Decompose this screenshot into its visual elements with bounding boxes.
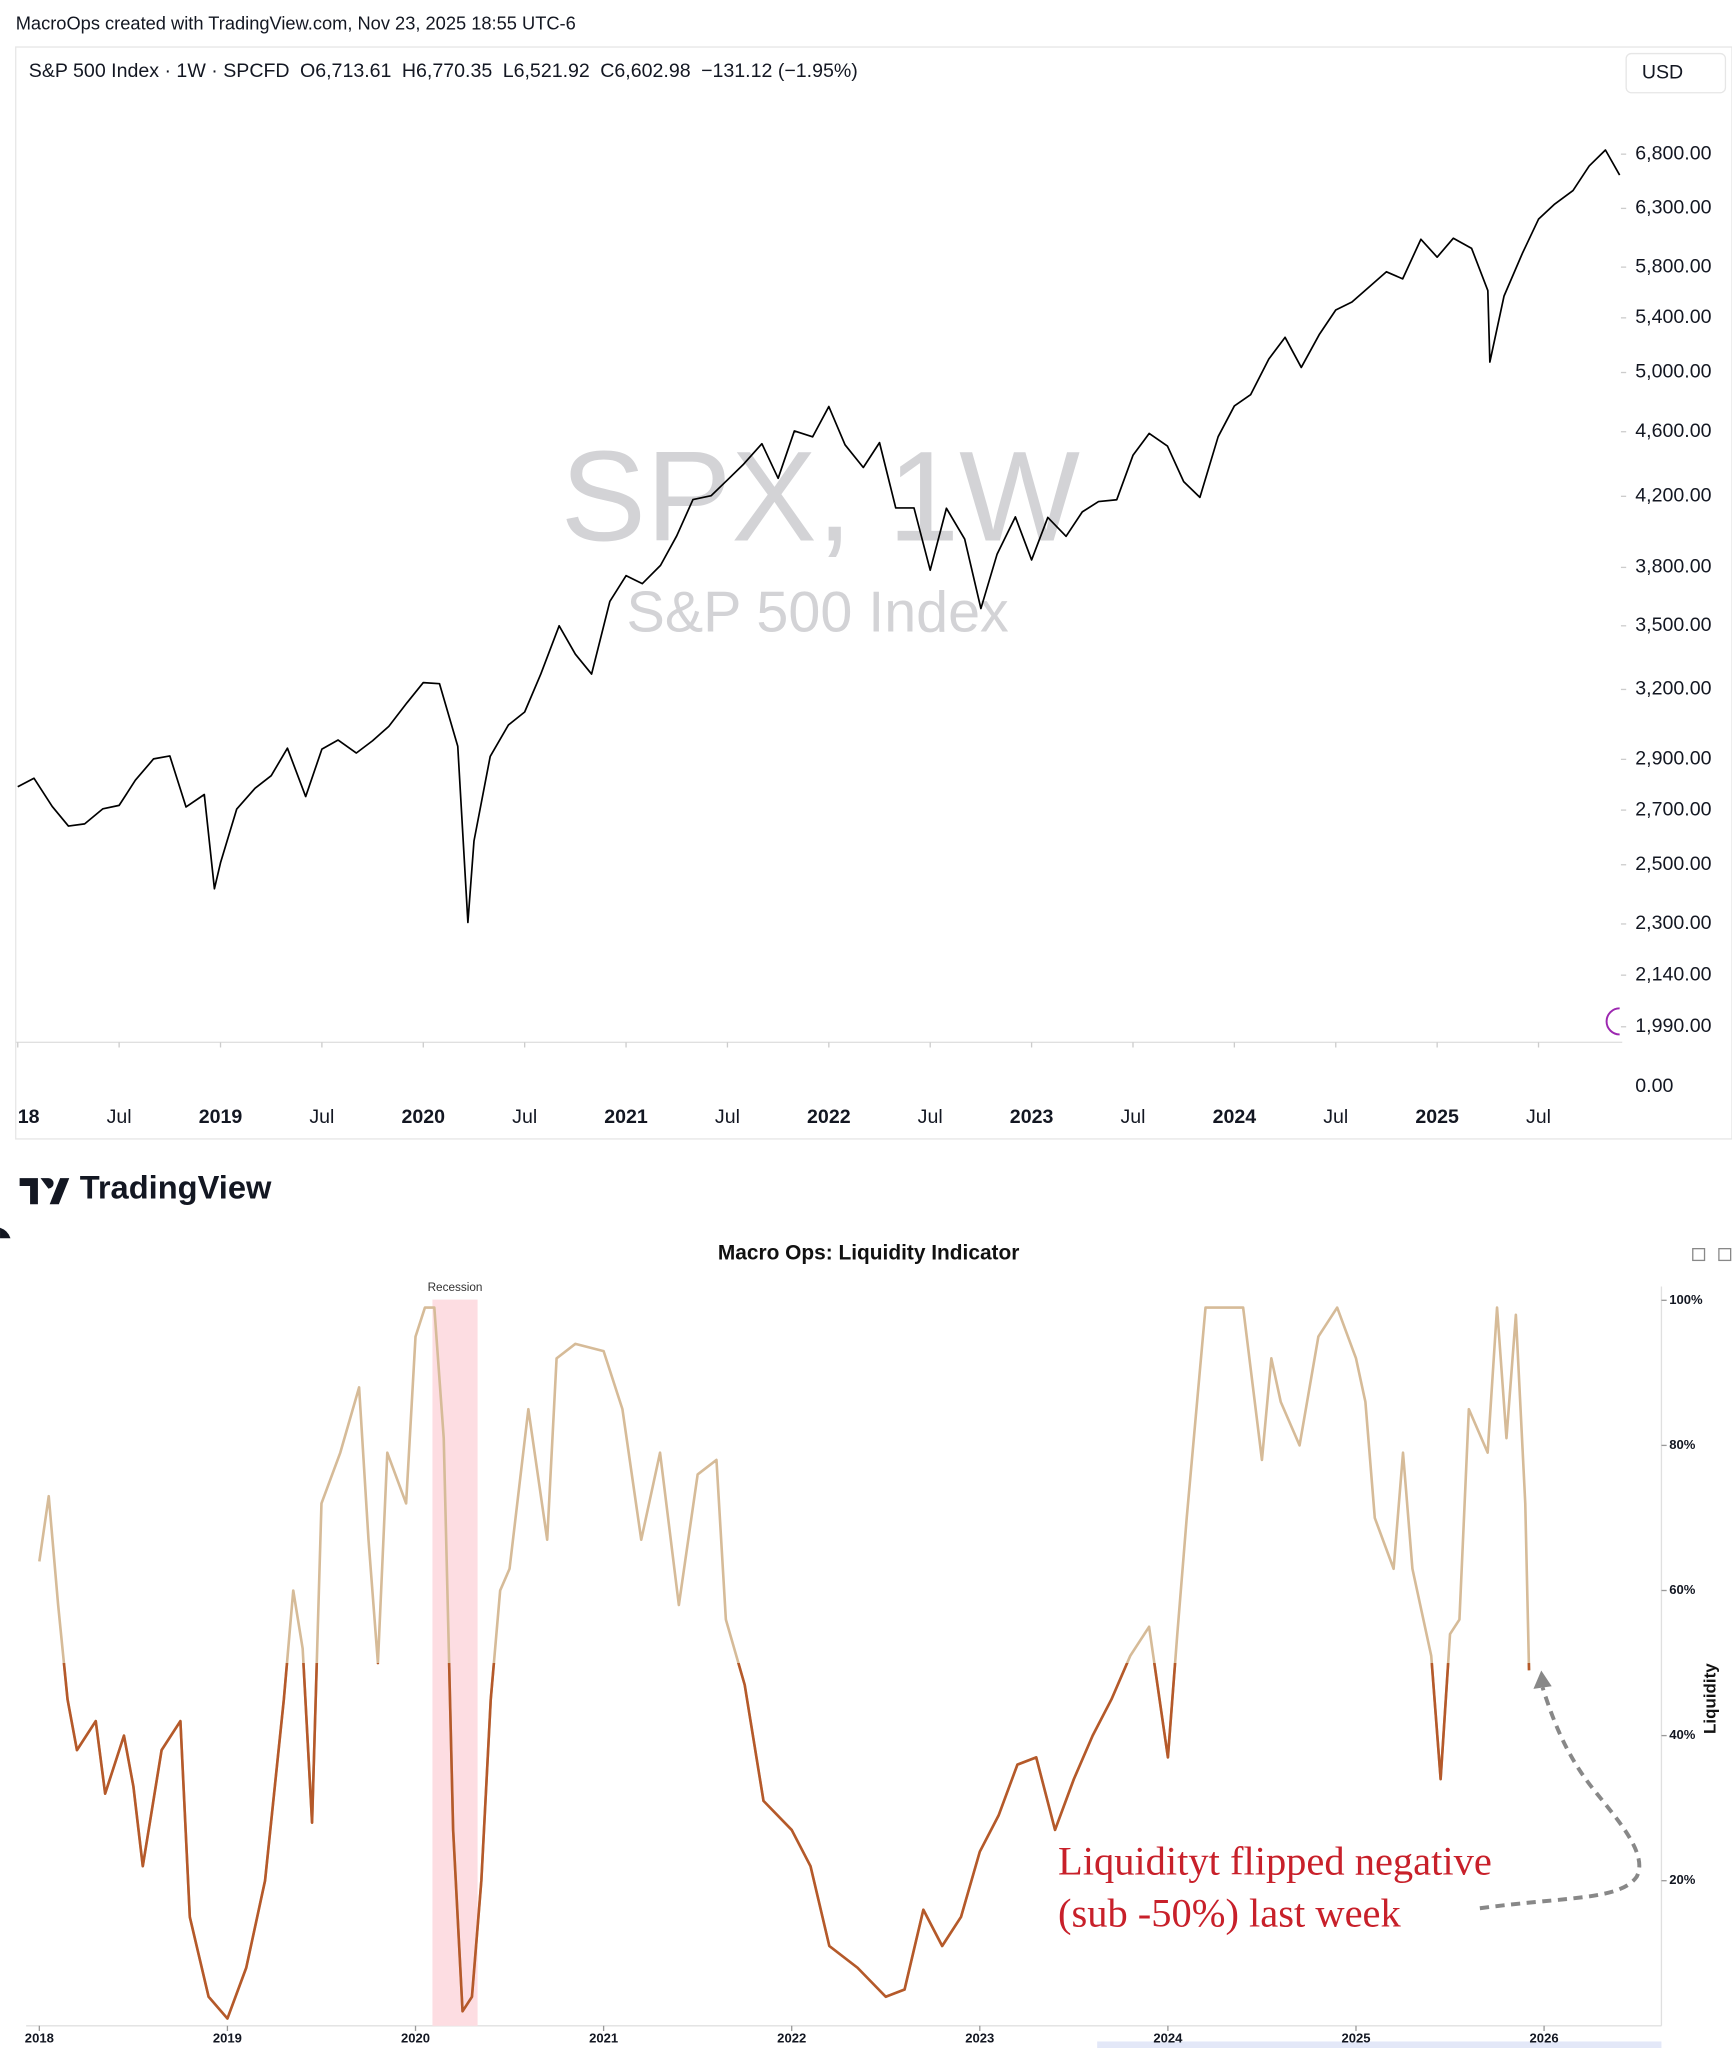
x-tick-label: 2025 bbox=[1341, 2030, 1370, 2045]
y-axis-label: Liquidity bbox=[1701, 1663, 1720, 1734]
y-tick-label: 3,800.00 bbox=[1635, 556, 1711, 578]
y-tick-label: 4,600.00 bbox=[1635, 420, 1711, 442]
shaded-region-label: Recession bbox=[428, 1281, 483, 1294]
y-tick-label: 2,900.00 bbox=[1635, 748, 1711, 770]
x-tick-label: 2024 bbox=[1153, 2030, 1183, 2045]
watermark: SPX, 1W bbox=[561, 426, 1080, 569]
x-tick-label: 2022 bbox=[777, 2030, 806, 2045]
x-tick-label: 2026 bbox=[1530, 2030, 1559, 2045]
y-tick-label: 2,300.00 bbox=[1635, 912, 1711, 934]
y-tick-label: 3,200.00 bbox=[1635, 678, 1711, 700]
x-tick-label: 2023 bbox=[965, 2030, 994, 2045]
annotation: (sub -50%) last week bbox=[1058, 1891, 1402, 1936]
y-tick-label: 5,000.00 bbox=[1635, 361, 1711, 383]
watermark-subtitle: S&P 500 Index bbox=[627, 581, 1010, 645]
arrow-head bbox=[1533, 1670, 1552, 1689]
chart-title: Macro Ops: Liquidity Indicator bbox=[718, 1241, 1020, 1264]
x-tick-label: 2020 bbox=[402, 1106, 446, 1128]
y-tick-label: 3,500.00 bbox=[1635, 614, 1711, 636]
x-tick-label: Jul bbox=[1526, 1106, 1551, 1128]
logo-text: TradingView bbox=[80, 1169, 272, 1206]
y-tick-label: 80% bbox=[1669, 1437, 1696, 1452]
x-tick-label: 2018 bbox=[25, 2030, 54, 2045]
x-tick-label: 2021 bbox=[589, 2030, 618, 2045]
x-tick-label: Jul bbox=[918, 1106, 943, 1128]
toolbar-icons[interactable] bbox=[1692, 1247, 1732, 1262]
ohlc: −131.12 (−1.95%) bbox=[701, 60, 858, 82]
arrow bbox=[1479, 1686, 1642, 1911]
x-tick-label: Jul bbox=[107, 1106, 132, 1128]
currency[interactable]: USD bbox=[1642, 61, 1683, 83]
x-tick-label: Jul bbox=[715, 1106, 740, 1128]
shaded-region bbox=[432, 1299, 478, 2026]
x-tick-label: 2025 bbox=[1415, 1106, 1459, 1128]
x-tick-label: 2019 bbox=[199, 1106, 243, 1128]
y-tick-label: 20% bbox=[1669, 1872, 1696, 1887]
annotation: Liquidityt flipped negative bbox=[1058, 1838, 1492, 1883]
corner bbox=[0, 1227, 11, 1239]
x-tick-label: Jul bbox=[1120, 1106, 1145, 1128]
y-tick-label: 2,140.00 bbox=[1635, 963, 1711, 985]
currency-box[interactable] bbox=[1625, 52, 1727, 94]
x-tick-label: 2020 bbox=[401, 2030, 430, 2045]
x-tick-label: Jul bbox=[512, 1106, 537, 1128]
x-tick-label: 2021 bbox=[604, 1106, 648, 1128]
logo: TradingView bbox=[19, 1169, 272, 1206]
x-tick-label: Jul bbox=[1323, 1106, 1348, 1128]
top-panel bbox=[0, 0, 1732, 1234]
ohlc: L6,521.92 bbox=[503, 60, 590, 82]
y-tick-label: 60% bbox=[1669, 1582, 1696, 1597]
line-below-threshold bbox=[62, 1663, 1531, 2020]
symbol-title: S&P 500 Index · 1W · SPCFD bbox=[29, 60, 290, 82]
symbol-line: S&P 500 Index · 1W · SPCFD O6,713.61 H6,77… bbox=[29, 60, 858, 82]
y-tick-label: 5,800.00 bbox=[1635, 255, 1711, 277]
y-tick-label: 6,800.00 bbox=[1635, 142, 1711, 164]
x-tick-label: 2023 bbox=[1010, 1106, 1054, 1128]
ohlc: O6,713.61 bbox=[300, 60, 391, 82]
y-tick-label: 40% bbox=[1669, 1727, 1696, 1742]
logo-icon bbox=[19, 1178, 70, 1205]
y-tick-label: 5,400.00 bbox=[1635, 306, 1711, 328]
axis-floor-label: 0.00 bbox=[1635, 1075, 1673, 1097]
y-tick-label: 2,500.00 bbox=[1635, 853, 1711, 875]
x-tick-label: 2022 bbox=[807, 1106, 851, 1128]
y-tick-label: 4,200.00 bbox=[1635, 485, 1711, 507]
ohlc: H6,770.35 bbox=[402, 60, 492, 82]
ohlc: C6,602.98 bbox=[600, 60, 690, 82]
x-tick-label: 2019 bbox=[213, 2030, 242, 2045]
scrollbar[interactable] bbox=[1097, 2041, 1662, 2048]
line bbox=[17, 149, 1621, 924]
x-tick-label: 2024 bbox=[1213, 1106, 1257, 1128]
header: MacroOps created with TradingView.com, N… bbox=[16, 13, 576, 34]
x-tick-label: 18 bbox=[18, 1106, 40, 1128]
x-tick-label: Jul bbox=[309, 1106, 334, 1128]
y-tick-label: 2,700.00 bbox=[1635, 798, 1711, 820]
y-tick-label: 6,300.00 bbox=[1635, 197, 1711, 219]
y-tick-label: 100% bbox=[1669, 1292, 1703, 1307]
y-tick-label: 1,990.00 bbox=[1635, 1015, 1711, 1037]
scroll-icon[interactable] bbox=[1605, 1007, 1620, 1036]
